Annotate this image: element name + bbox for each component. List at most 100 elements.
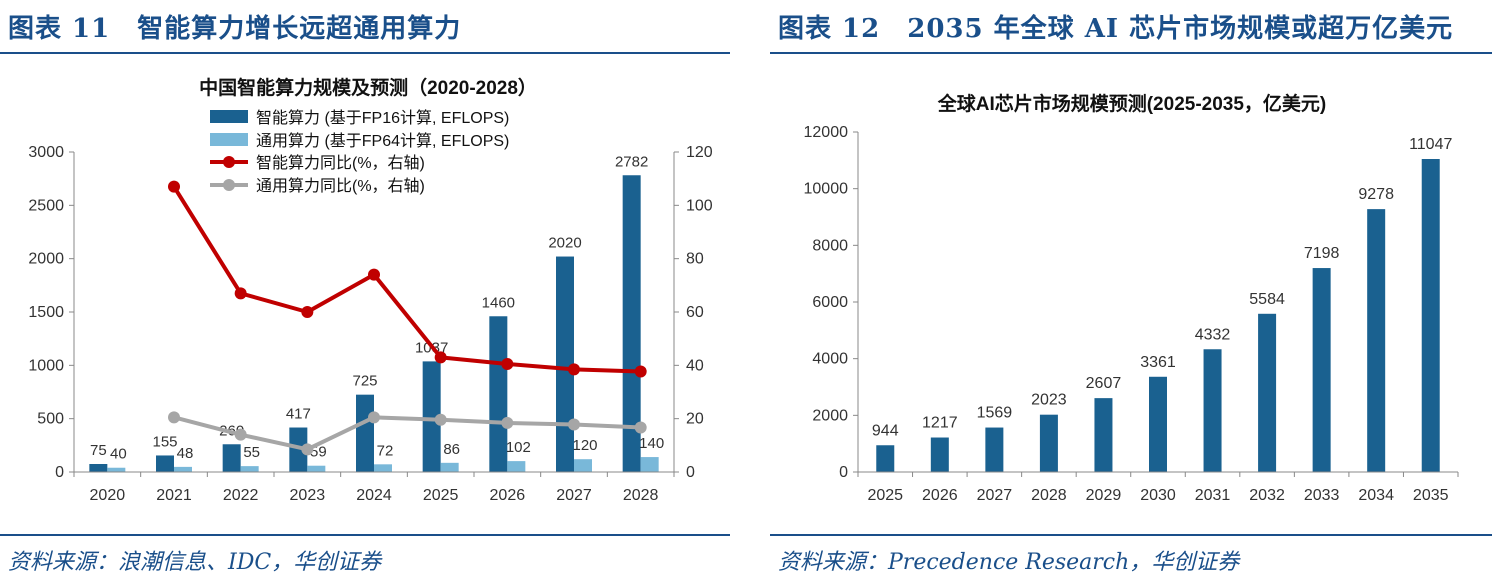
point-general-yoy [501,416,514,429]
bar-label-general: 72 [377,442,394,459]
y-tick-label-right: 0 [839,464,848,481]
bar-general-compute [374,464,392,472]
bar-label-ai-chip: 944 [872,422,899,439]
y2-tick-label: 80 [686,251,704,268]
y-tick-label-right: 4000 [812,351,848,368]
bar-ai-chip-market [1421,159,1440,473]
x-tick-label-right: 2032 [1249,487,1285,504]
y-tick-label-left: 1500 [28,304,64,321]
bar-ai-chip-market [1094,398,1113,472]
legend-label-general: 通用算力 (基于FP64计算, EFLOPS) [256,131,509,150]
bar-general-compute [507,461,526,472]
right-panel: 图表 12 2035 年全球 AI 芯片市场规模或超万亿美元 全球AI芯片市场规… [770,0,1492,584]
x-tick-label-left: 2026 [490,487,526,504]
point-intelligent-yoy [568,363,580,376]
y2-tick-label: 100 [686,197,713,214]
y2-tick-label: 40 [686,357,704,374]
legend-label-intelligent: 智能算力 (基于FP16计算, EFLOPS) [256,108,509,127]
bar-ai-chip-market [1367,209,1386,472]
y2-tick-label: 60 [686,304,704,321]
bar-label-general: 86 [443,441,460,458]
x-tick-label-right: 2025 [867,487,903,504]
point-general-yoy [434,413,447,426]
point-intelligent-yoy [634,365,647,378]
bar-intelligent-compute [556,256,574,472]
bar-label-general: 55 [243,444,260,461]
bar-label-intelligent: 725 [352,373,377,390]
x-tick-label-left: 2022 [223,487,259,504]
x-tick-label-left: 2020 [90,487,126,504]
bar-label-general: 40 [110,446,127,463]
point-general-yoy [234,428,247,441]
point-general-yoy [568,418,580,431]
point-intelligent-yoy [434,351,447,364]
chart-title-left: 中国智能算力规模及预测（2020-2028） [199,76,537,99]
source-right: 资料来源：Precedence Research，华创证券 [778,550,1240,575]
chart-right: 全球AI芯片市场规模预测(2025-2035，亿美元) 0 2000 4000 6000… [804,92,1459,504]
x-tick-label-left: 2024 [356,487,392,504]
bar-ai-chip-market [1258,313,1277,472]
point-intelligent-yoy [368,268,380,281]
point-intelligent-yoy [301,306,314,318]
legend-marker-intelligent-yoy [223,156,235,168]
bar-label-general: 140 [639,435,664,452]
x-tick-label-left: 2027 [556,487,592,504]
point-general-yoy [301,443,314,456]
source-left: 资料来源：浪潮信息、IDC，华创证券 [8,550,382,575]
bar-ai-chip-market [1149,376,1167,472]
left-panel: 图表 11 智能算力增长远超通用算力 中国智能算力规模及预测（2020-2028… [0,0,736,584]
point-general-yoy [368,411,380,424]
bar-label-intelligent: 75 [90,442,107,459]
y-tick-label-right: 12000 [804,124,849,141]
x-tick-label-right: 2027 [977,487,1013,504]
bar-intelligent-compute [156,455,174,472]
bar-label-ai-chip: 1217 [922,415,958,432]
bar-label-ai-chip: 3361 [1140,354,1176,371]
y2-tick-label: 20 [686,411,704,428]
source-rule-left [0,534,730,536]
bar-ai-chip-market [876,445,895,472]
figure-title-left: 图表 11 智能算力增长远超通用算力 [8,14,462,44]
chart-left: 中国智能算力规模及预测（2020-2028）050010001500200025… [28,76,713,504]
bar-intelligent-compute [489,316,508,472]
bar-ai-chip-market [930,437,949,472]
x-tick-label-right: 2035 [1413,487,1449,504]
x-tick-label-right: 2034 [1358,487,1394,504]
bar-label-ai-chip: 5584 [1249,291,1285,308]
bar-ai-chip-market [1312,268,1331,472]
x-tick-label-right: 2030 [1140,487,1176,504]
point-intelligent-yoy [234,287,247,300]
point-intelligent-yoy [168,180,180,193]
bar-label-ai-chip: 2607 [1086,375,1122,392]
point-intelligent-yoy [501,358,514,370]
point-general-yoy [168,411,180,424]
x-tick-label-left: 2025 [423,487,459,504]
figure-title-right: 图表 12 2035 年全球 AI 芯片市场规模或超万亿美元 [778,14,1454,44]
bar-label-intelligent: 2782 [615,153,648,170]
bar-label-general: 48 [177,445,194,462]
legend-swatch-intelligent [210,110,248,123]
source-rule-right [770,534,1492,536]
bar-label-intelligent: 1460 [482,294,515,311]
bar-general-compute [574,459,592,472]
title-rule-left [0,52,730,54]
x-tick-label-right: 2026 [922,487,958,504]
bar-ai-chip-market [985,427,1004,472]
x-tick-label-right: 2029 [1086,487,1122,504]
y-tick-label-left: 2000 [28,251,64,268]
y-tick-label-left: 3000 [28,144,64,161]
bar-general-compute [640,457,659,472]
legend-label-general-yoy: 通用算力同比(%，右轴) [256,176,425,195]
bar-label-ai-chip: 1569 [977,405,1013,422]
y2-tick-label: 120 [686,144,713,161]
legend-marker-general-yoy [223,179,235,191]
x-tick-label-right: 2033 [1304,487,1340,504]
y-tick-label-right: 2000 [812,407,848,424]
bar-label-general: 120 [572,437,597,454]
y-tick-label-right: 8000 [812,237,848,254]
bar-label-ai-chip: 2023 [1031,392,1067,409]
y-tick-label-left: 2500 [28,197,64,214]
bar-ai-chip-market [1203,349,1222,472]
x-tick-label-left: 2021 [156,487,192,504]
y2-tick-label: 0 [686,464,695,481]
